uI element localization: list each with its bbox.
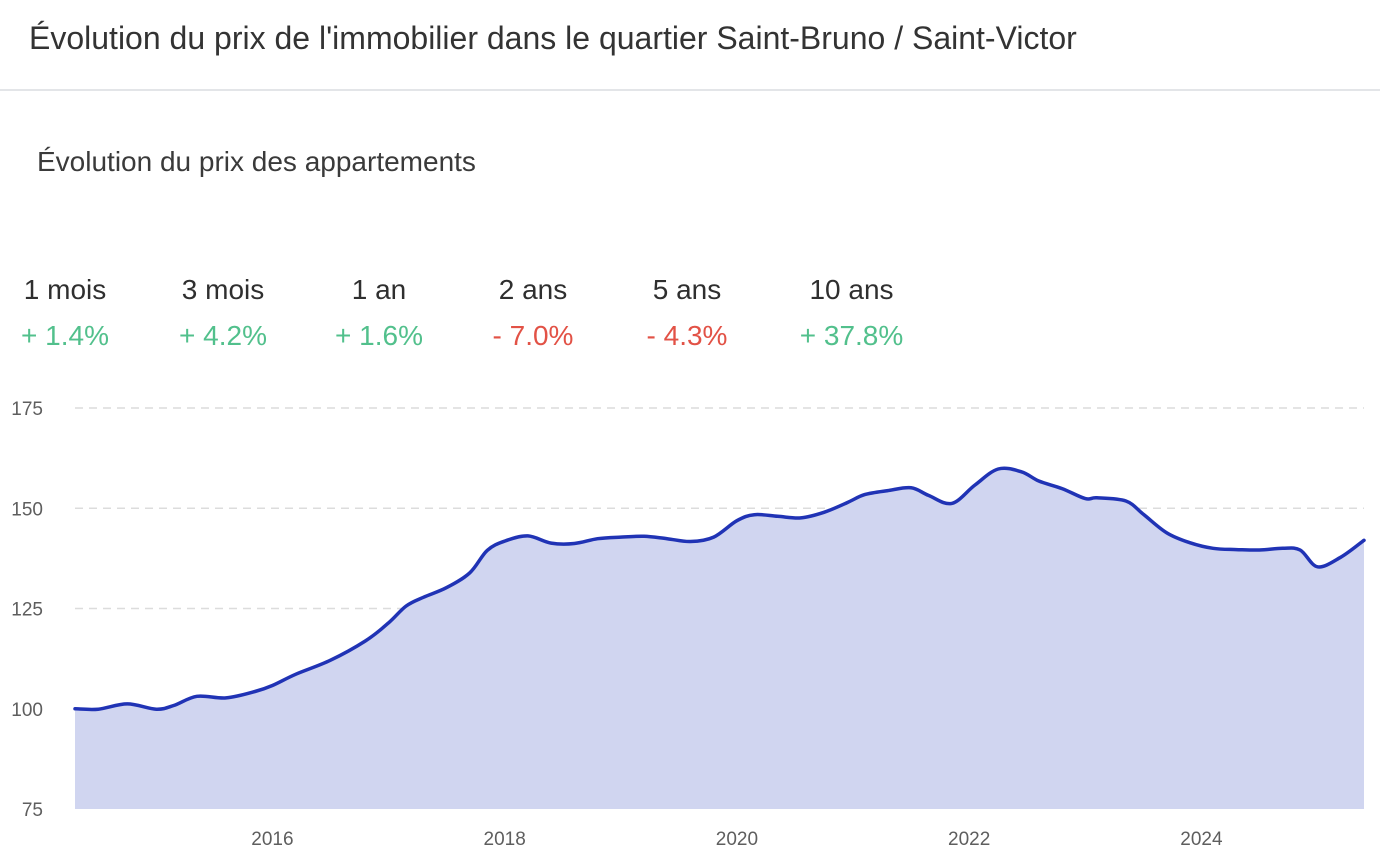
page-title: Évolution du prix de l'immobilier dans l… bbox=[29, 20, 1077, 56]
stat-2-years: 2 ans - 7.0% bbox=[487, 270, 579, 356]
x-tick-label: 2024 bbox=[1180, 829, 1223, 850]
x-tick-label: 2020 bbox=[716, 829, 758, 850]
stat-period-label: 5 ans bbox=[652, 274, 722, 305]
stat-change-value: + 37.8% bbox=[799, 320, 904, 351]
stat-period-label: 2 ans bbox=[498, 274, 568, 305]
stat-1-month: 1 mois + 1.4% bbox=[20, 270, 110, 356]
x-axis: 2016 2018 2020 2022 2024 bbox=[251, 829, 1223, 850]
stat-change-value: + 1.6% bbox=[335, 320, 423, 351]
y-axis: 175 150 125 100 75 bbox=[11, 399, 43, 821]
x-tick-label: 2018 bbox=[484, 829, 526, 850]
stat-5-years: 5 ans - 4.3% bbox=[640, 270, 734, 356]
stat-period-label: 1 mois bbox=[23, 274, 107, 305]
stat-1-year: 1 an + 1.6% bbox=[334, 270, 424, 356]
y-tick-label: 100 bbox=[11, 700, 43, 721]
page-header: Évolution du prix de l'immobilier dans l… bbox=[0, 0, 1380, 91]
y-tick-label: 150 bbox=[11, 499, 43, 520]
stat-period-label: 3 mois bbox=[181, 274, 265, 305]
area-layer bbox=[75, 468, 1364, 809]
y-tick-label: 175 bbox=[11, 399, 43, 420]
x-tick-label: 2022 bbox=[948, 829, 990, 850]
stat-period-label: 1 an bbox=[351, 274, 407, 305]
chart-subtitle: Évolution du prix des appartements bbox=[37, 146, 476, 177]
stat-10-years: 10 ans + 37.8% bbox=[796, 270, 907, 356]
stat-period-label: 10 ans bbox=[809, 274, 894, 305]
price-evolution-chart: 175 150 125 100 75 2016 2018 2020 2022 2024 bbox=[11, 399, 1366, 850]
line-layer bbox=[73, 466, 1366, 712]
stat-3-months: 3 mois + 4.2% bbox=[175, 270, 271, 356]
y-tick-label: 125 bbox=[11, 600, 43, 621]
price-area bbox=[75, 468, 1364, 809]
stat-change-value: + 1.4% bbox=[21, 320, 109, 351]
stat-change-value: + 4.2% bbox=[179, 320, 267, 351]
stat-change-value: - 7.0% bbox=[492, 320, 574, 351]
price-line bbox=[73, 466, 1366, 712]
y-tick-label: 75 bbox=[22, 800, 43, 821]
x-tick-label: 2016 bbox=[251, 829, 293, 850]
stat-change-value: - 4.3% bbox=[646, 320, 728, 351]
